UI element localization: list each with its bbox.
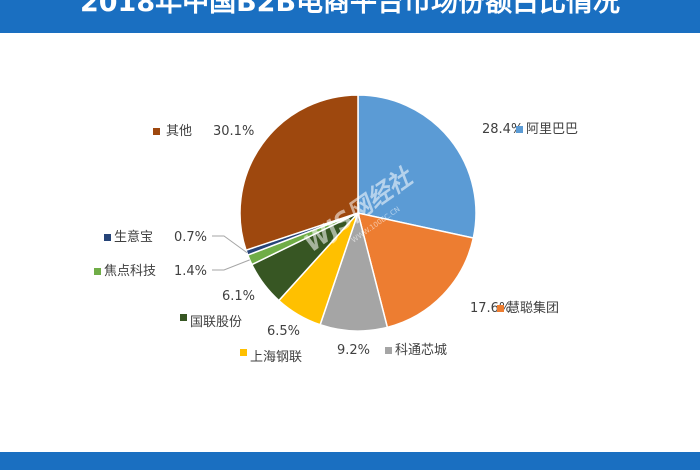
pie-slice <box>239 94 359 252</box>
category-label: 慧聪集团 <box>507 300 559 316</box>
data-label: 28.4% <box>482 122 523 137</box>
legend-swatch <box>94 268 101 275</box>
legend-swatch <box>153 128 160 135</box>
legend-swatch <box>516 126 523 133</box>
data-label: 1.4% <box>174 264 207 279</box>
legend-swatch <box>104 234 111 241</box>
category-label: 科通芯城 <box>395 343 447 358</box>
bottom-band <box>0 452 700 470</box>
legend-swatch <box>385 347 392 354</box>
category-label: 焦点科技 <box>104 264 156 279</box>
leader-line <box>212 259 250 271</box>
pie-slices <box>239 94 477 332</box>
chart-title: 2018年中国B2B电商平台市场份额占比情况 <box>79 0 621 18</box>
data-label: 30.1% <box>213 124 254 139</box>
leader-line <box>212 235 248 254</box>
title-band: 2018年中国B2B电商平台市场份额占比情况 <box>0 0 700 33</box>
legend-swatch <box>497 305 504 312</box>
pie-slice <box>357 94 477 239</box>
category-label: 生意宝 <box>114 229 153 245</box>
data-label: 17.6% <box>470 301 511 316</box>
data-label: 9.2% <box>337 343 370 358</box>
category-label: 上海钢联 <box>250 350 302 365</box>
data-label: 6.1% <box>222 289 255 304</box>
data-label: 6.5% <box>267 324 300 339</box>
pie-labels: 28.4% 阿里巴巴 17.6%慧聪集团 9.2% 科通芯城 6.5% 上海钢联 6.1% 国联… <box>94 122 578 365</box>
legend-swatch <box>240 349 247 356</box>
data-label: 0.7% <box>174 230 207 245</box>
category-label: 其他 <box>166 124 192 139</box>
pie-slice <box>356 212 475 329</box>
legend-swatch <box>180 314 187 321</box>
category-label: 阿里巴巴 <box>526 122 578 137</box>
leader-lines <box>212 235 250 271</box>
category-label: 国联股份 <box>190 315 242 330</box>
